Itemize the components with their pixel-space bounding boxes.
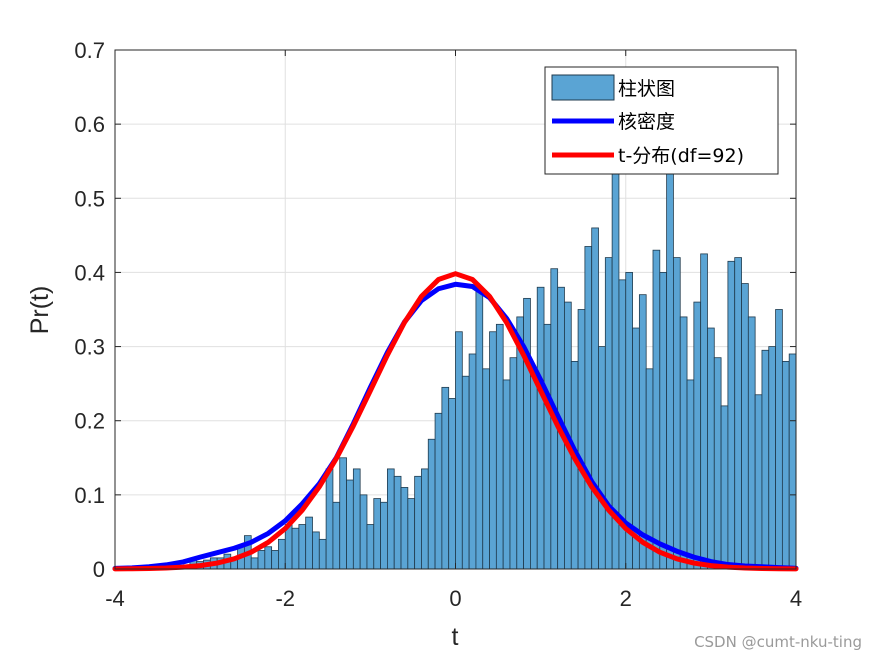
histogram-bar	[495, 323, 504, 570]
x-tick-label: 4	[790, 586, 802, 611]
histogram-bar	[693, 301, 702, 570]
histogram-bar	[264, 546, 273, 570]
histogram-bar	[577, 309, 586, 570]
histogram-bar	[638, 294, 647, 570]
histogram-bar	[666, 123, 674, 570]
y-tick-label: 0.4	[74, 260, 105, 285]
x-axis-label: t	[452, 623, 459, 651]
histogram-bar	[455, 331, 463, 570]
histogram-bar	[754, 394, 763, 570]
histogram-bar	[257, 550, 266, 570]
watermark: CSDN @cumt-nku-ting	[694, 633, 862, 651]
legend-label-kde: 核密度	[618, 111, 675, 133]
y-tick-label: 0.3	[74, 335, 105, 360]
histogram-bar	[346, 479, 354, 570]
histogram-bar	[421, 468, 429, 570]
histogram-bar	[352, 468, 361, 570]
histogram-bar	[768, 346, 776, 570]
histogram-bar	[700, 253, 708, 570]
histogram-bar	[604, 257, 613, 570]
x-tick-label: -4	[105, 586, 125, 611]
histogram-bar	[781, 360, 790, 570]
histogram-bar	[673, 257, 681, 570]
histogram-bar	[482, 368, 490, 570]
kde-line	[112, 281, 799, 571]
y-axis-label: Pr(t)	[26, 286, 54, 335]
x-tick-label: -2	[275, 586, 295, 611]
histogram-bar	[407, 498, 416, 570]
y-tick-label: 0.2	[74, 409, 105, 434]
histogram-bar	[461, 375, 470, 570]
histogram-bar	[325, 468, 334, 570]
histogram-bar	[591, 227, 599, 570]
histogram-bar	[434, 412, 443, 570]
histogram-bar	[523, 297, 531, 570]
t-distribution-line	[112, 271, 799, 572]
histogram-bar	[284, 524, 293, 570]
y-tick-label: 0.7	[74, 38, 105, 63]
histogram-bar	[659, 272, 668, 570]
histogram-bar	[305, 516, 313, 570]
x-tick-label: 2	[620, 586, 632, 611]
histogram-bar	[775, 309, 783, 570]
histogram-bar	[686, 379, 695, 570]
legend: 柱状图 核密度 t-分布(df=92)	[544, 66, 779, 175]
histogram-bar	[386, 468, 395, 570]
histogram-bar	[543, 323, 552, 570]
x-tick-label: 0	[449, 586, 461, 611]
histogram-bar	[271, 550, 279, 570]
histogram-bar	[734, 257, 742, 570]
histogram-bar	[298, 524, 307, 570]
axis-ticks: -4 -2 0 2 4 0 0.1 0.2 0.3 0.4 0.5 0.6 0.7	[74, 38, 802, 611]
histogram-bar	[747, 316, 756, 570]
histogram-bar	[489, 331, 497, 570]
histogram-bar	[536, 286, 545, 570]
histogram-bar	[359, 494, 368, 570]
legend-label-t: t-分布(df=92)	[618, 145, 744, 167]
histogram-bar	[380, 501, 388, 570]
y-tick-label: 0.5	[74, 186, 105, 211]
histogram-bar	[318, 538, 327, 570]
histogram-bar	[339, 457, 347, 570]
histogram-bar	[468, 353, 477, 570]
histogram-bar	[366, 524, 375, 570]
histogram-bar	[741, 283, 749, 570]
histogram-bar	[332, 501, 341, 570]
histogram-bar	[250, 557, 259, 570]
histogram-bar	[509, 357, 518, 570]
y-tick-label: 0.6	[74, 112, 105, 137]
histogram-bar	[448, 398, 456, 570]
histogram-bar	[414, 475, 422, 570]
histogram-bar	[679, 316, 688, 570]
y-tick-label: 0.1	[74, 483, 105, 508]
histogram-bar	[373, 498, 381, 570]
histogram-bar	[400, 487, 409, 570]
density-lines	[112, 271, 799, 572]
histogram-bar	[707, 327, 715, 570]
legend-swatch-histogram	[551, 74, 615, 101]
histogram-bar	[502, 379, 511, 570]
histogram-bar	[713, 357, 722, 570]
histogram-bar	[761, 349, 770, 570]
histogram-bar	[441, 386, 450, 570]
histogram-bar	[475, 286, 484, 570]
histogram-bar	[584, 246, 593, 570]
histogram-bar	[312, 531, 320, 570]
histogram-bar	[530, 375, 538, 570]
legend-label-histogram: 柱状图	[618, 78, 675, 100]
histogram-bar	[652, 249, 661, 570]
histogram-bar	[393, 475, 402, 570]
histogram-bar	[291, 527, 300, 570]
histogram-bar	[788, 353, 797, 570]
histogram-bar	[598, 346, 606, 570]
histogram-bar	[427, 438, 436, 570]
histogram-bar	[278, 538, 286, 570]
histogram-bar	[727, 260, 736, 570]
histogram-bar	[720, 405, 729, 570]
y-tick-label: 0	[93, 557, 105, 582]
